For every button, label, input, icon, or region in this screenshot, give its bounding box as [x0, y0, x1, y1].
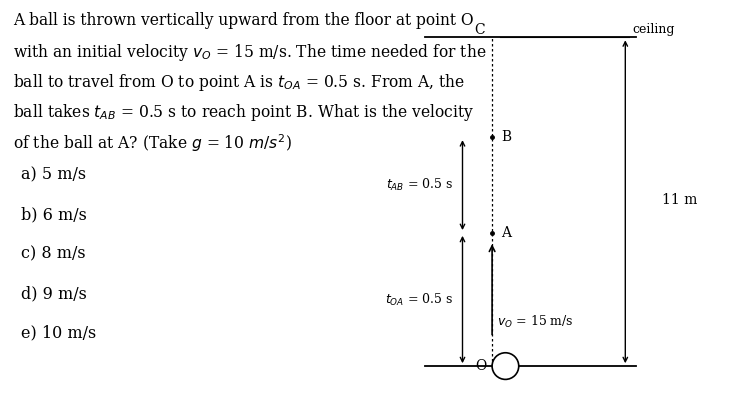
Text: $t_{OA}$ = 0.5 s: $t_{OA}$ = 0.5 s — [386, 292, 454, 307]
Text: 11 m: 11 m — [662, 193, 698, 207]
Text: ceiling: ceiling — [633, 23, 675, 36]
Text: a) 5 m/s: a) 5 m/s — [21, 166, 86, 183]
Text: b) 6 m/s: b) 6 m/s — [21, 206, 87, 223]
Text: with an initial velocity $v_O$ = 15 m/s. The time needed for the: with an initial velocity $v_O$ = 15 m/s.… — [13, 42, 487, 63]
Text: A ball is thrown vertically upward from the floor at point O: A ball is thrown vertically upward from … — [13, 12, 474, 30]
Text: $t_{AB}$ = 0.5 s: $t_{AB}$ = 0.5 s — [386, 177, 454, 193]
Text: B: B — [501, 130, 511, 144]
Text: c) 8 m/s: c) 8 m/s — [21, 245, 85, 262]
Text: d) 9 m/s: d) 9 m/s — [21, 285, 87, 302]
Text: e) 10 m/s: e) 10 m/s — [21, 324, 96, 342]
Ellipse shape — [492, 353, 519, 379]
Text: O: O — [475, 359, 486, 373]
Text: A: A — [501, 226, 511, 240]
Text: C: C — [474, 23, 485, 37]
Text: ball to travel from O to point A is $t_{OA}$ = 0.5 s. From A, the: ball to travel from O to point A is $t_{… — [13, 72, 465, 93]
Text: of the ball at A? (Take $g$ = 10 $m/s^2$): of the ball at A? (Take $g$ = 10 $m/s^2$… — [13, 132, 292, 154]
Text: ball takes $t_{AB}$ = 0.5 s to reach point B. What is the velocity: ball takes $t_{AB}$ = 0.5 s to reach poi… — [13, 102, 474, 123]
Text: $v_O$ = 15 m/s: $v_O$ = 15 m/s — [497, 314, 574, 330]
